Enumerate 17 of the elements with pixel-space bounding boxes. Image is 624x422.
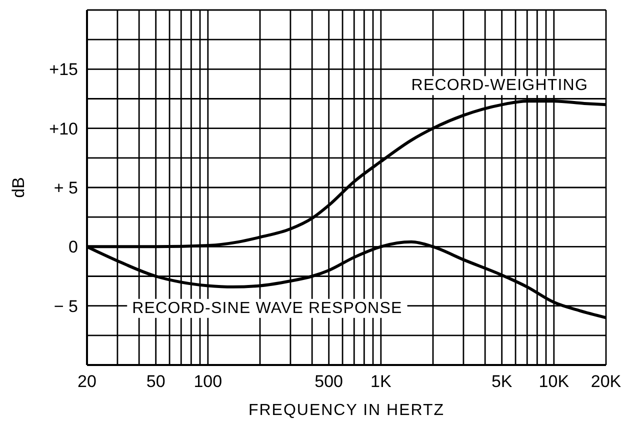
y-tick-label: 0 (68, 238, 78, 257)
series-label: RECORD-WEIGHTING (411, 77, 588, 94)
x-tick-label: 500 (314, 372, 344, 392)
series-label: RECORD-SINE WAVE RESPONSE (132, 300, 402, 317)
x-tick-label: 50 (146, 372, 166, 392)
x-axis-title: FREQUENCY IN HERTZ (248, 402, 445, 419)
y-tick-label: − 5 (54, 296, 78, 316)
x-tick-label: 1K (370, 372, 392, 392)
x-tick-label: 100 (194, 372, 222, 392)
y-tick-label: + 5 (54, 178, 78, 198)
x-tick-label: 5K (491, 372, 513, 392)
x-tick-label: 20K (590, 372, 622, 392)
x-tick-label: 10K (538, 372, 570, 392)
y-tick-label: +10 (49, 119, 78, 138)
y-tick-label: +15 (49, 60, 78, 80)
y-axis-title: dB (9, 177, 28, 198)
x-tick-label: 20 (78, 372, 96, 392)
